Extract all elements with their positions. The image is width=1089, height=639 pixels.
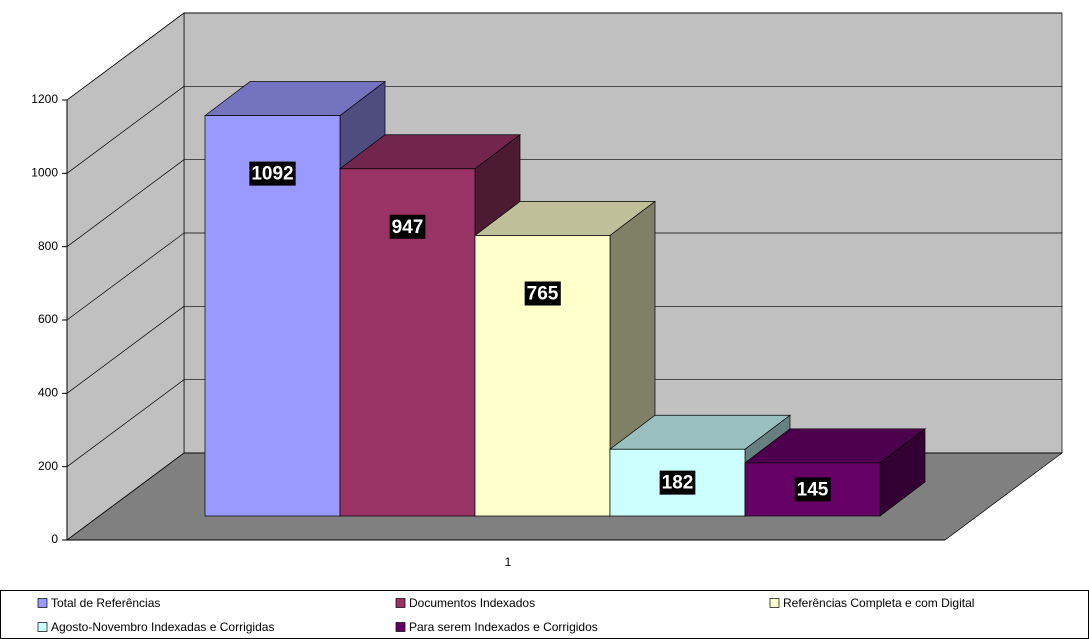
legend: Total de Referências Documentos Indexados… [37, 596, 974, 634]
y-tick-label: 200 [38, 459, 58, 473]
grid-line [66, 159, 185, 247]
data-label: 145 [797, 479, 829, 500]
data-label-bg [794, 477, 831, 502]
bars: 1092 947 765 182 145 [203, 80, 927, 517]
grid-line [66, 86, 185, 174]
legend-box [0, 590, 1089, 639]
legend-swatch [769, 598, 780, 608]
y-tick-label: 600 [38, 312, 58, 326]
bar [474, 235, 611, 517]
legend-swatch [395, 598, 406, 608]
legend-label: Documentos Indexados [409, 596, 535, 610]
y-tick-label: 800 [38, 239, 58, 253]
grid-line [66, 306, 185, 394]
x-tick-label: 1 [505, 555, 512, 569]
legend-label: Total de Referências [51, 596, 160, 610]
legend-swatch [37, 622, 48, 632]
data-label: 182 [662, 473, 694, 494]
data-label-bg [524, 281, 561, 306]
data-label-bg [249, 161, 296, 186]
legend-swatch [37, 598, 48, 608]
grid-line [66, 232, 185, 321]
data-label-bg [389, 214, 426, 239]
legend-label: Agosto-Novembro Indexadas e Corrigidas [51, 620, 274, 634]
legend-swatch [395, 622, 406, 632]
y-tick-label: 1200 [31, 92, 58, 106]
grid-line [66, 12, 185, 101]
grid-line [66, 452, 185, 541]
data-label: 1092 [251, 164, 293, 185]
y-tick-label: 1000 [31, 166, 58, 180]
y-tick-label: 400 [38, 386, 58, 400]
data-label-bg [659, 470, 696, 495]
data-label: 765 [527, 284, 559, 305]
y-tick-label: 0 [51, 532, 58, 546]
data-label: 947 [392, 217, 424, 238]
grid-line [66, 379, 185, 467]
legend-label: Para serem Indexados e Corrigidos [409, 620, 598, 634]
legend-label: Referências Completa e com Digital [783, 596, 974, 610]
